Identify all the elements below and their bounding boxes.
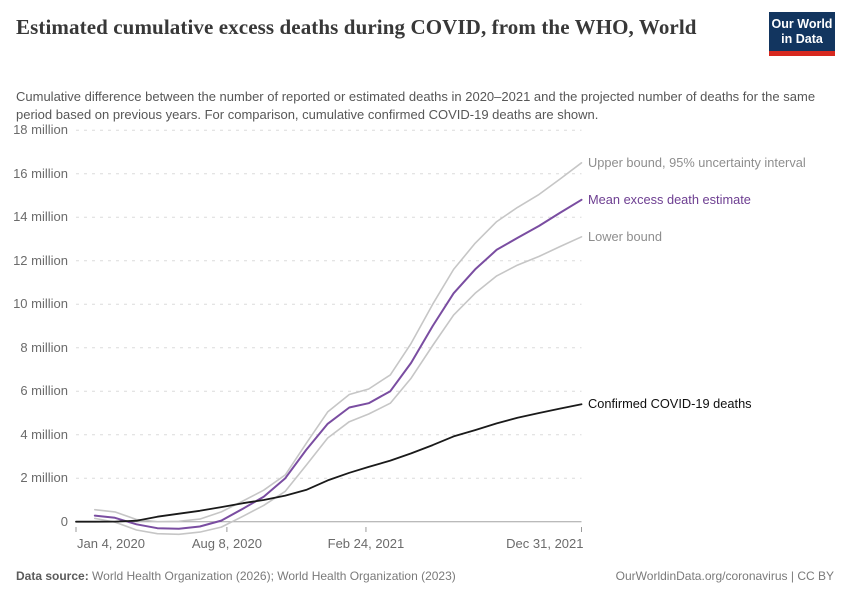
y-tick-label: 14 million bbox=[13, 209, 68, 225]
owid-logo[interactable]: Our World in Data bbox=[769, 12, 835, 56]
footer-attribution: OurWorldinData.org/coronavirus | CC BY bbox=[616, 569, 834, 583]
data-source-note: Data source: World Health Organization (… bbox=[16, 569, 456, 583]
mean-estimate-line bbox=[93, 198, 583, 530]
chart-subtitle: Cumulative difference between the number… bbox=[16, 89, 816, 122]
owid-logo-line1: Our World bbox=[771, 16, 833, 31]
y-tick-label: 10 million bbox=[13, 296, 68, 312]
owid-logo-line2: in Data bbox=[781, 31, 823, 46]
y-tick-label: 18 million bbox=[13, 122, 68, 138]
series-label-confirmed-deaths: Confirmed COVID-19 deaths bbox=[588, 396, 752, 412]
y-tick-label: 0 bbox=[60, 513, 68, 529]
y-tick-label: 6 million bbox=[20, 383, 68, 399]
lower-bound-line bbox=[94, 236, 583, 536]
y-tick-label: 4 million bbox=[20, 426, 68, 442]
y-tick-label: 2 million bbox=[20, 470, 68, 486]
page-title: Estimated cumulative excess deaths durin… bbox=[16, 15, 697, 39]
y-tick-label: 8 million bbox=[20, 339, 68, 355]
owid-coronavirus-link[interactable]: OurWorldinData.org/coronavirus bbox=[615, 569, 788, 583]
x-tick-label: Aug 8, 2020 bbox=[191, 536, 262, 551]
series-label-upper-bound: Upper bound, 95% uncertainty interval bbox=[588, 154, 806, 170]
upper-bound-line bbox=[94, 162, 583, 523]
data-source-text: World Health Organization (2026); World … bbox=[88, 569, 456, 583]
series-label-lower-bound: Lower bound bbox=[588, 228, 662, 244]
x-tick-label: Dec 31, 2021 bbox=[506, 536, 584, 551]
data-source-label: Data source: bbox=[16, 569, 89, 583]
series-label-mean-estimate: Mean excess death estimate bbox=[588, 191, 751, 207]
x-tick-label: Jan 4, 2020 bbox=[77, 536, 145, 551]
license-text: | CC BY bbox=[787, 569, 834, 583]
x-tick-label: Feb 24, 2021 bbox=[327, 536, 405, 551]
confirmed-deaths-line bbox=[75, 403, 583, 523]
y-tick-label: 16 million bbox=[13, 165, 68, 181]
y-tick-label: 12 million bbox=[13, 252, 68, 268]
